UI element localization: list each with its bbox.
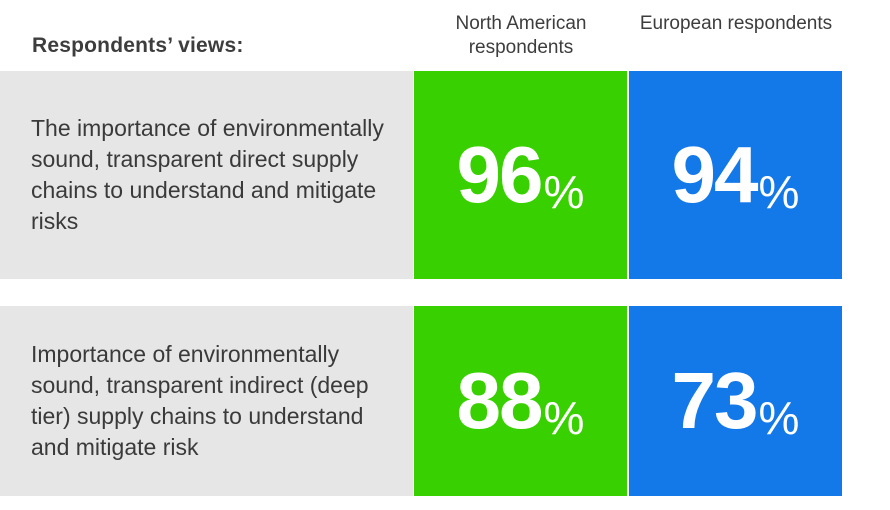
row-label-cell: Importance of environmentally sound, tra… — [0, 306, 413, 496]
value-number: 73 — [671, 356, 759, 445]
north-american-value-cell: 88% — [414, 306, 627, 496]
row-label: The importance of environmentally sound,… — [31, 115, 384, 234]
table-row: Importance of environmentally sound, tra… — [0, 306, 842, 496]
data-label: 94% — [671, 130, 800, 219]
percent-sign: % — [543, 166, 585, 218]
row-label-cell: The importance of environmentally sound,… — [0, 71, 413, 279]
percent-sign: % — [758, 166, 800, 218]
percent-sign: % — [543, 392, 585, 444]
row-label: Importance of environmentally sound, tra… — [31, 341, 369, 460]
value-number: 88 — [456, 356, 544, 445]
column-header-north-american: North American respondents — [455, 13, 587, 58]
data-label: 88% — [456, 356, 585, 445]
value-number: 94 — [671, 130, 759, 219]
european-value-cell: 94% — [629, 71, 842, 279]
north-american-value-cell: 96% — [414, 71, 627, 279]
table-row: The importance of environmentally sound,… — [0, 71, 842, 279]
data-label: 96% — [456, 130, 585, 219]
data-label: 73% — [671, 356, 800, 445]
column-header-european: European respondents — [639, 13, 833, 34]
percent-sign: % — [758, 392, 800, 444]
respondents-views-heading: Respondents’ views: — [32, 34, 244, 57]
european-value-cell: 73% — [629, 306, 842, 496]
value-number: 96 — [456, 130, 544, 219]
